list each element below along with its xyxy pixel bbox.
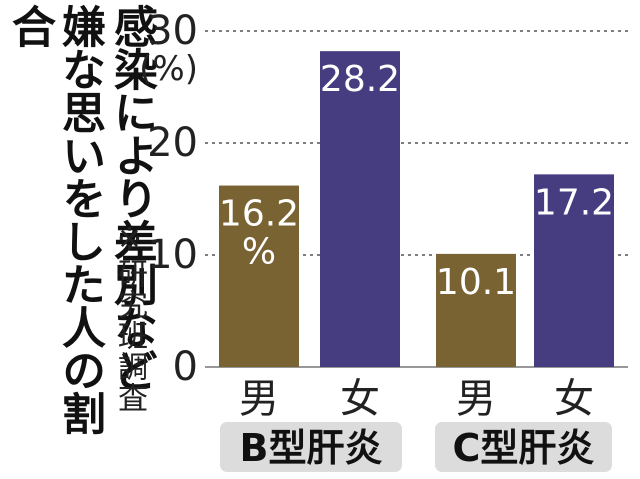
bar-value-label: 10.1: [436, 262, 516, 303]
bar-value-label: 17.2: [534, 182, 614, 223]
group-label: C型肝炎: [453, 426, 595, 470]
bar-b-female: [320, 51, 400, 367]
category-label: 女: [554, 376, 594, 422]
title-line-1: 感染により差別など: [106, 4, 157, 391]
y-tick-label: 30: [147, 8, 198, 54]
group-label: B型肝炎: [240, 426, 383, 470]
category-label: 男: [456, 376, 496, 422]
group-label-box: [435, 422, 612, 472]
chart-title: 感染により差別など 嫌な思いをした人の割合: [4, 4, 157, 474]
y-tick-label: 20: [147, 120, 198, 166]
y-tick-label: 0: [173, 344, 198, 390]
bar-c-male: [436, 253, 516, 367]
bar-c-female: [534, 174, 614, 367]
bar-value-label: %: [242, 232, 276, 273]
category-label: 女: [340, 376, 380, 422]
bar-value-label: 16.2: [219, 194, 299, 235]
bar-value-label: 28.2: [320, 59, 400, 100]
category-label: 男: [239, 376, 279, 422]
group-label-box: [220, 422, 402, 472]
y-unit-label: (%): [139, 49, 198, 89]
title-line-2: 嫌な思いをした人の割合: [4, 4, 105, 434]
y-tick-label: 10: [147, 232, 198, 278]
bar-b-male: [219, 185, 299, 367]
source-note: ※研究班調査: [112, 222, 147, 413]
